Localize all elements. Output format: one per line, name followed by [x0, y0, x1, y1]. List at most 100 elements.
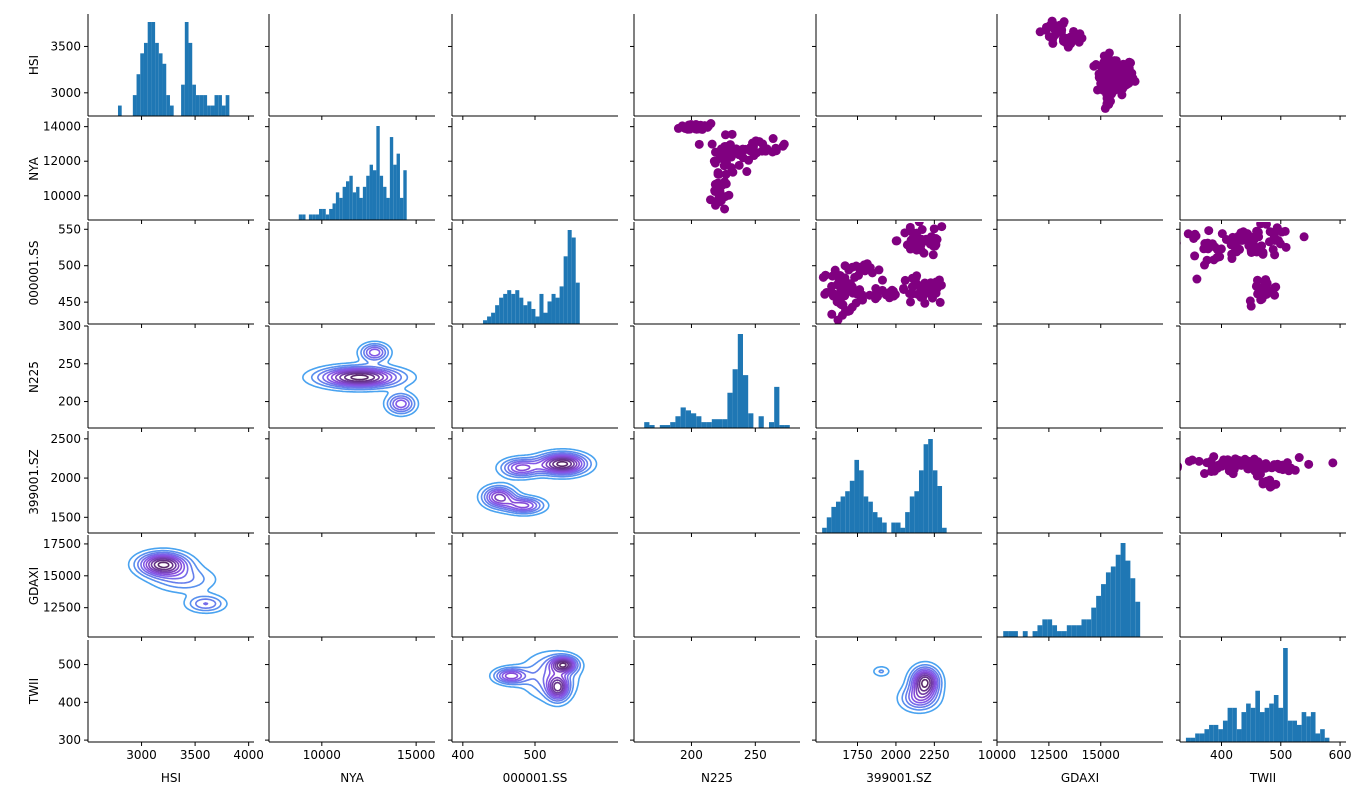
- histogram-bar: [1204, 729, 1210, 742]
- histogram-bar: [207, 105, 211, 116]
- cell-000001.SS-vs-TWII: [1176, 222, 1346, 328]
- scatter-point: [874, 265, 884, 275]
- scatter-point: [1251, 281, 1261, 291]
- histogram-bar: [863, 496, 869, 533]
- scatter-point: [906, 235, 916, 245]
- plot-area: [488, 649, 585, 708]
- histogram-bar: [822, 527, 827, 533]
- kde-contour: [501, 657, 576, 699]
- histogram-bar: [727, 392, 733, 428]
- histogram-bar: [181, 84, 185, 116]
- histogram-bar: [768, 422, 775, 428]
- histogram-bar: [644, 422, 650, 428]
- cell-NYA-vs-399001.SZ: [812, 118, 982, 224]
- scatter-point: [1304, 459, 1314, 469]
- histogram-bar: [308, 214, 313, 220]
- histogram-bar: [225, 95, 230, 116]
- scatter-point: [734, 160, 744, 170]
- cell-000001.SS-vs-HSI: 450 500 550: [58, 222, 254, 328]
- histogram-bar: [1013, 631, 1018, 637]
- histogram-bar: [1086, 619, 1092, 637]
- y-tick-label: 250: [58, 357, 81, 371]
- histogram-bar: [1306, 716, 1311, 742]
- scatter-point: [694, 139, 704, 149]
- histogram-bar: [555, 297, 560, 324]
- scatter-point: [1226, 240, 1236, 250]
- scatter-point: [726, 163, 736, 173]
- x-tick-label: 500: [1269, 748, 1292, 762]
- scatter-point: [731, 144, 741, 154]
- cell-399001.SZ-vs-HSI: 1500 2000 2500: [50, 431, 254, 537]
- y-tick-label: 550: [58, 222, 81, 236]
- kde-contour: [496, 654, 579, 702]
- x-tick-label: 500: [524, 748, 547, 762]
- scatter-point: [1190, 251, 1200, 261]
- histogram-bar: [1278, 707, 1284, 742]
- cell-000001.SS-vs-000001.SS: [448, 222, 618, 328]
- cell-000001.SS-vs-GDAXI: [993, 222, 1163, 328]
- plot-area: [818, 222, 947, 324]
- histogram-bar: [1066, 625, 1072, 637]
- cell-N225-vs-N225: [630, 325, 800, 432]
- cell-GDAXI-vs-TWII: [1176, 535, 1346, 641]
- scatter-point: [712, 178, 722, 188]
- scatter-point: [706, 119, 716, 129]
- scatter-point: [1180, 240, 1181, 246]
- histogram-bar: [1324, 737, 1330, 742]
- scatter-point: [1102, 98, 1112, 108]
- histogram-bar: [835, 501, 841, 533]
- histogram-bar: [895, 522, 901, 533]
- y-axis-label: TWII: [27, 678, 41, 705]
- histogram-bar: [547, 301, 552, 324]
- histogram-bar: [1047, 619, 1053, 637]
- cell-399001.SZ-vs-NYA: [265, 431, 435, 537]
- histogram-bar: [483, 320, 488, 324]
- histogram-bar: [659, 425, 666, 428]
- histogram-bar: [1120, 543, 1126, 637]
- scatter-point: [752, 148, 762, 158]
- scatter-point: [1261, 222, 1271, 229]
- histogram-bar: [519, 297, 524, 324]
- cell-399001.SZ-vs-TWII: [1176, 431, 1346, 537]
- scatter-point: [827, 309, 837, 319]
- scatter-point: [860, 266, 870, 276]
- histogram-bar: [1264, 707, 1270, 742]
- scatter-point: [720, 141, 730, 151]
- kde-contour: [491, 455, 580, 509]
- histogram-bar: [1008, 631, 1014, 637]
- histogram-bar: [302, 214, 306, 220]
- plot-area: [1185, 648, 1330, 742]
- kde-contour: [908, 668, 939, 706]
- histogram-bar: [675, 416, 681, 428]
- histogram-bar: [774, 386, 780, 428]
- scatter-point: [1299, 232, 1309, 242]
- y-tick-label: 17500: [43, 537, 81, 551]
- cell-GDAXI-vs-000001.SS: [448, 535, 618, 641]
- y-tick-label: 14000: [43, 120, 81, 134]
- scatter-point: [1124, 57, 1134, 67]
- cell-NYA-vs-TWII: [1176, 118, 1346, 224]
- histogram-bar: [491, 312, 496, 324]
- scatter-point: [919, 248, 929, 258]
- scatter-point: [1074, 37, 1084, 47]
- histogram-bar: [1115, 554, 1121, 637]
- scatter-point: [1244, 240, 1254, 250]
- cell-TWII-vs-399001.SZ: 1750 2000 2250: [812, 640, 982, 762]
- histogram-bar: [1199, 733, 1205, 742]
- histogram-bar: [722, 419, 728, 428]
- scatter-point: [905, 222, 915, 232]
- histogram-bar: [665, 425, 671, 428]
- histogram-bar: [551, 293, 556, 324]
- scatter-point: [1105, 67, 1115, 77]
- scatter-point: [1252, 226, 1262, 236]
- histogram-bar: [1255, 690, 1260, 742]
- scatter-point: [1245, 296, 1255, 306]
- scatter-point: [832, 280, 842, 290]
- scatter-point: [915, 234, 925, 244]
- cell-HSI-vs-NYA: [265, 14, 435, 120]
- histogram-bar: [742, 375, 749, 428]
- scatter-point: [744, 155, 754, 165]
- kde-contour: [127, 547, 228, 615]
- kde-contour: [488, 454, 583, 511]
- scatter-point: [1065, 32, 1075, 42]
